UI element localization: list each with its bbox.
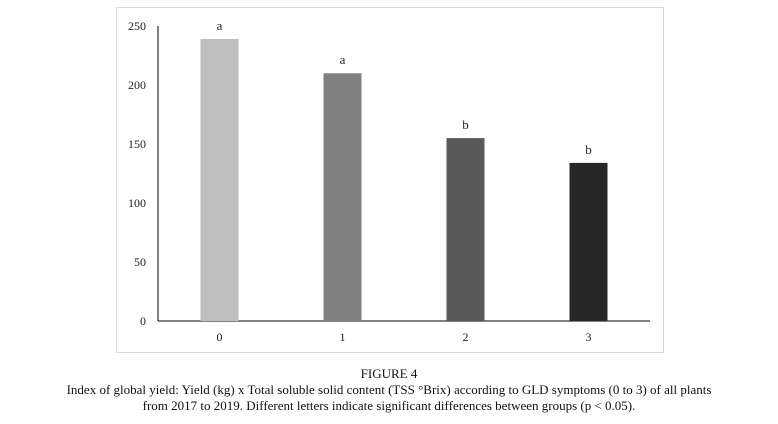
y-tick-label: 50 <box>134 255 146 269</box>
caption-line-1: Index of global yield: Yield (kg) x Tota… <box>66 382 712 397</box>
x-tick-label: 2 <box>463 330 469 344</box>
bar <box>569 162 608 321</box>
bar-significance-label: b <box>585 142 592 157</box>
bar <box>446 138 485 321</box>
y-tick-label: 0 <box>140 314 146 328</box>
bar-significance-label: a <box>340 52 346 67</box>
y-tick-label: 100 <box>128 196 146 210</box>
y-tick-label: 250 <box>128 19 146 33</box>
x-tick-label: 0 <box>217 330 223 344</box>
bar-significance-label: a <box>217 18 223 33</box>
x-tick-label: 3 <box>586 330 592 344</box>
figure-label: FIGURE 4 <box>360 366 418 381</box>
bar <box>200 38 239 321</box>
y-tick-label: 200 <box>128 78 146 92</box>
figure-caption: Index of global yield: Yield (kg) x Tota… <box>0 382 778 414</box>
caption-line-2: from 2017 to 2019. Different letters ind… <box>142 398 636 413</box>
bar-significance-label: b <box>462 117 469 132</box>
bar <box>323 73 362 321</box>
y-tick-label: 150 <box>128 137 146 151</box>
bar-chart: 0 50 100 150 200 250 a 0 a 1 b 2 b 3 <box>128 18 650 344</box>
chart-frame <box>116 7 664 353</box>
x-tick-label: 1 <box>340 330 346 344</box>
